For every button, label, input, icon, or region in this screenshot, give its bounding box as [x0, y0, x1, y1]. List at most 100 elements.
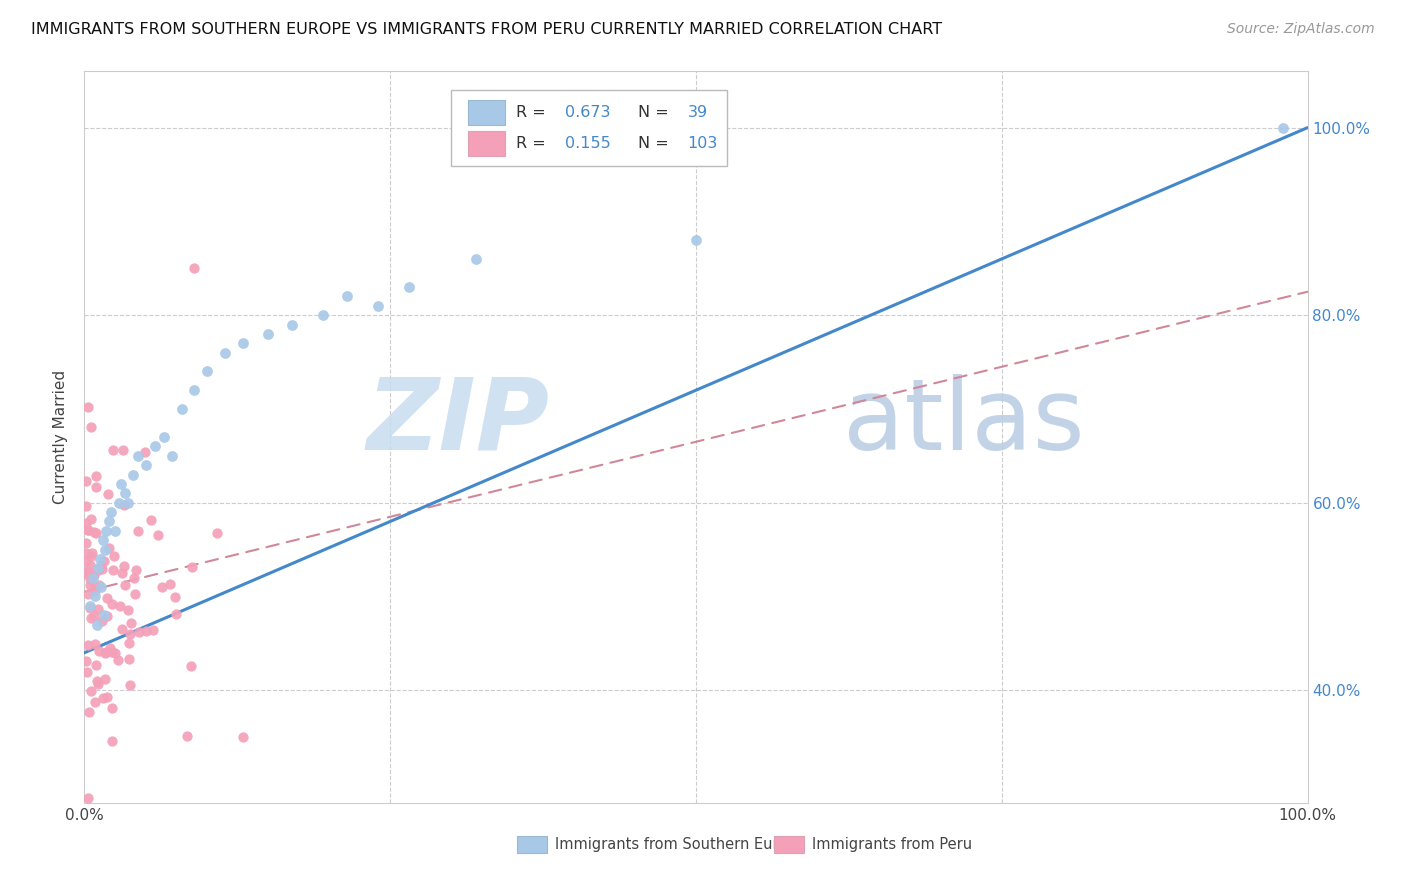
Point [77, 639, 100, 653]
Text: Immigrants from Peru: Immigrants from Peru [813, 837, 973, 852]
Point [79, 601, 101, 615]
Point [91, 690, 114, 705]
Point [80, 549, 103, 564]
Point [80, 610, 103, 624]
Point [101, 597, 124, 611]
Point [128, 624, 150, 639]
Point [94, 646, 117, 660]
Point [232, 730, 254, 744]
Point [162, 449, 184, 463]
Point [77, 791, 100, 805]
Point [77, 587, 100, 601]
Point [97, 515, 120, 529]
Point [97, 487, 120, 501]
Point [232, 336, 254, 351]
Text: 0.673: 0.673 [565, 105, 610, 120]
Point [79, 577, 101, 591]
Point [84, 580, 107, 594]
Point [180, 659, 202, 673]
FancyBboxPatch shape [775, 836, 804, 854]
Point [117, 603, 139, 617]
Point [89, 552, 111, 566]
Point [75, 566, 97, 580]
Point [75, 546, 97, 560]
Point [107, 496, 129, 510]
Text: N =: N = [638, 105, 675, 120]
Point [79, 512, 101, 526]
Point [281, 318, 304, 332]
Point [96, 591, 118, 605]
Point [84, 657, 107, 672]
Point [183, 261, 205, 276]
Point [77, 523, 100, 537]
Point [87, 563, 110, 577]
Point [75, 554, 97, 568]
Point [96, 609, 118, 624]
Point [90, 559, 112, 574]
Point [75, 654, 97, 668]
Point [118, 636, 141, 650]
Point [103, 549, 125, 564]
Point [100, 505, 122, 519]
Text: Immigrants from Southern Europe: Immigrants from Southern Europe [555, 837, 806, 852]
Point [86, 674, 108, 689]
Point [118, 651, 141, 665]
Point [97, 541, 120, 555]
Point [94, 542, 117, 557]
Point [101, 701, 124, 715]
Point [96, 690, 118, 704]
Point [96, 645, 118, 659]
Point [118, 677, 141, 691]
Point [84, 479, 107, 493]
Point [79, 420, 101, 434]
Text: IMMIGRANTS FROM SOUTHERN EUROPE VS IMMIGRANTS FROM PERU CURRENTLY MARRIED CORREL: IMMIGRANTS FROM SOUTHERN EUROPE VS IMMIG… [31, 22, 942, 37]
Point [94, 673, 117, 687]
FancyBboxPatch shape [451, 90, 727, 167]
Point [87, 677, 110, 691]
Point [101, 443, 124, 458]
Point [122, 467, 145, 482]
Point [312, 308, 335, 322]
Text: 0.155: 0.155 [565, 136, 610, 152]
Point [118, 627, 141, 641]
Point [77, 566, 100, 580]
Point [108, 599, 131, 614]
Point [90, 580, 112, 594]
Point [87, 561, 110, 575]
Point [111, 442, 134, 457]
Point [122, 571, 145, 585]
Point [205, 526, 228, 541]
Point [124, 587, 146, 601]
Point [142, 623, 165, 637]
Text: 39: 39 [688, 105, 707, 120]
Point [180, 560, 202, 574]
Point [114, 578, 136, 592]
Point [464, 252, 486, 266]
Point [75, 499, 97, 513]
Point [150, 580, 173, 594]
FancyBboxPatch shape [517, 836, 547, 854]
Point [336, 289, 359, 303]
Point [76, 566, 98, 580]
Point [75, 564, 97, 578]
Point [112, 498, 135, 512]
Point [98, 641, 121, 656]
Point [214, 345, 236, 359]
Point [93, 608, 115, 623]
Point [82, 571, 104, 585]
Point [84, 584, 107, 599]
Point [135, 624, 157, 638]
Point [183, 383, 205, 397]
Point [1272, 120, 1295, 135]
Point [84, 590, 107, 604]
Point [117, 496, 139, 510]
Point [143, 440, 166, 454]
Point [153, 430, 176, 444]
Point [172, 401, 194, 416]
Point [159, 577, 181, 591]
Text: ZIP: ZIP [366, 374, 550, 471]
Point [90, 614, 112, 628]
Point [76, 523, 98, 537]
Point [107, 653, 129, 667]
Point [101, 734, 124, 748]
